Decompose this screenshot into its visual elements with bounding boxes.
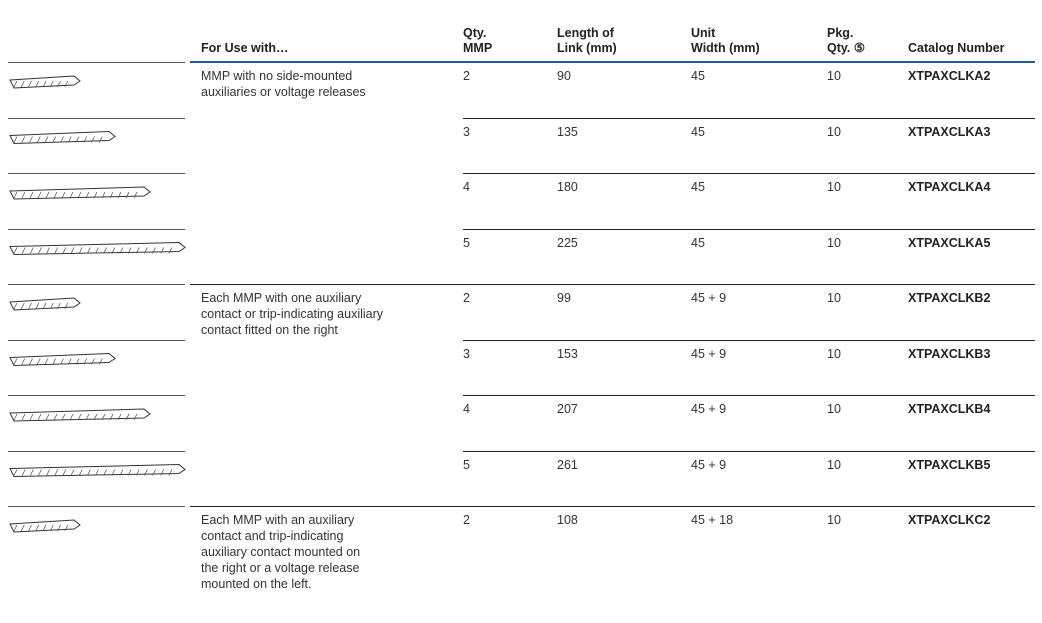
cell: 99 <box>557 291 571 305</box>
rule <box>8 228 185 230</box>
use-description: auxiliary contact mounted on <box>201 545 361 559</box>
cell: 45 + 9 <box>691 402 727 416</box>
rule <box>8 173 185 174</box>
column-header: Link (mm) <box>557 41 617 55</box>
rule <box>463 450 1035 452</box>
rule <box>8 284 185 285</box>
link-icon <box>9 352 116 367</box>
rule <box>8 450 185 452</box>
cell: 45 + 9 <box>691 457 727 472</box>
cell: 10 <box>827 457 841 472</box>
cell: 10 <box>827 291 841 305</box>
link-icon <box>9 408 151 422</box>
rule <box>190 62 1035 63</box>
link-icon <box>9 186 151 200</box>
column-header: Pkg. <box>827 26 854 40</box>
cell: 10 <box>827 124 841 139</box>
cell: 4 <box>463 402 470 416</box>
use-description: contact fitted on the right <box>201 323 338 337</box>
rule <box>190 506 1035 507</box>
cell: 45 <box>691 180 705 194</box>
cell: 10 <box>827 235 841 250</box>
cell: 10 <box>827 402 841 416</box>
rule <box>8 395 185 396</box>
catalog-number: XTPAXCLKB5 <box>908 457 991 472</box>
rule <box>463 173 1035 174</box>
cell: 108 <box>557 513 578 527</box>
cell: 45 <box>691 69 705 83</box>
catalog-number: XTPAXCLKB3 <box>908 346 991 361</box>
cell: 45 <box>691 235 705 250</box>
column-header: Qty. <box>463 26 487 40</box>
rule <box>8 339 185 341</box>
cell: 2 <box>463 513 470 527</box>
catalog-number: XTPAXCLKB2 <box>908 291 991 305</box>
cell: 225 <box>557 235 578 250</box>
catalog-number: XTPAXCLKA2 <box>908 69 991 83</box>
use-description: contact and trip-indicating <box>201 529 344 543</box>
rule <box>463 228 1035 230</box>
cell: 45 + 18 <box>691 513 734 527</box>
cell: 45 + 9 <box>691 291 727 305</box>
link-icon <box>9 130 116 145</box>
catalog-number: XTPAXCLKA4 <box>908 180 991 194</box>
rule <box>190 284 1035 285</box>
link-icon <box>9 519 81 533</box>
link-icon <box>9 463 186 478</box>
use-description: the right or a voltage release <box>201 561 360 575</box>
column-header: Catalog Number <box>908 41 1005 55</box>
cell: 10 <box>827 69 841 83</box>
cell: 10 <box>827 180 841 194</box>
column-header: MMP <box>463 41 493 55</box>
rule <box>463 339 1035 341</box>
cell: 2 <box>463 291 470 305</box>
rule <box>463 395 1035 396</box>
cell: 180 <box>557 180 578 194</box>
cell: 5 <box>463 457 470 472</box>
use-description: Each MMP with an auxiliary <box>201 513 355 527</box>
use-description: auxiliaries or voltage releases <box>201 85 366 99</box>
cell: 153 <box>557 346 578 361</box>
catalog-number: XTPAXCLKA5 <box>908 235 991 250</box>
rule <box>463 117 1035 119</box>
link-icon <box>9 75 81 89</box>
cell: 3 <box>463 346 470 361</box>
rule <box>8 62 185 63</box>
column-header: Unit <box>691 26 716 40</box>
use-description: contact or trip-indicating auxiliary <box>201 307 384 321</box>
link-icon <box>9 297 81 311</box>
cell: 135 <box>557 124 578 139</box>
use-description: mounted on the left. <box>201 577 312 591</box>
cell: 3 <box>463 124 470 139</box>
cell: 207 <box>557 402 578 416</box>
cell: 45 <box>691 124 705 139</box>
link-icon <box>9 241 186 256</box>
rule <box>8 117 185 119</box>
column-header: Length of <box>557 26 614 40</box>
use-description: Each MMP with one auxiliary <box>201 291 362 305</box>
catalog-number: XTPAXCLKA3 <box>908 124 991 139</box>
catalog-number: XTPAXCLKB4 <box>908 402 991 416</box>
use-description: MMP with no side-mounted <box>201 69 353 83</box>
column-header: For Use with… <box>201 41 289 55</box>
cell: 45 + 9 <box>691 346 727 361</box>
cell: 2 <box>463 69 470 83</box>
cell: 261 <box>557 457 578 472</box>
rule <box>8 506 185 507</box>
column-header: Width (mm) <box>691 41 760 55</box>
cell: 5 <box>463 235 470 250</box>
rule <box>190 61 1035 62</box>
cell: 10 <box>827 346 841 361</box>
cell: 10 <box>827 513 841 527</box>
cell: 90 <box>557 69 571 83</box>
catalog-number: XTPAXCLKC2 <box>908 513 991 527</box>
cell: 4 <box>463 180 470 194</box>
column-header: Qty. ⑤ <box>827 41 866 55</box>
